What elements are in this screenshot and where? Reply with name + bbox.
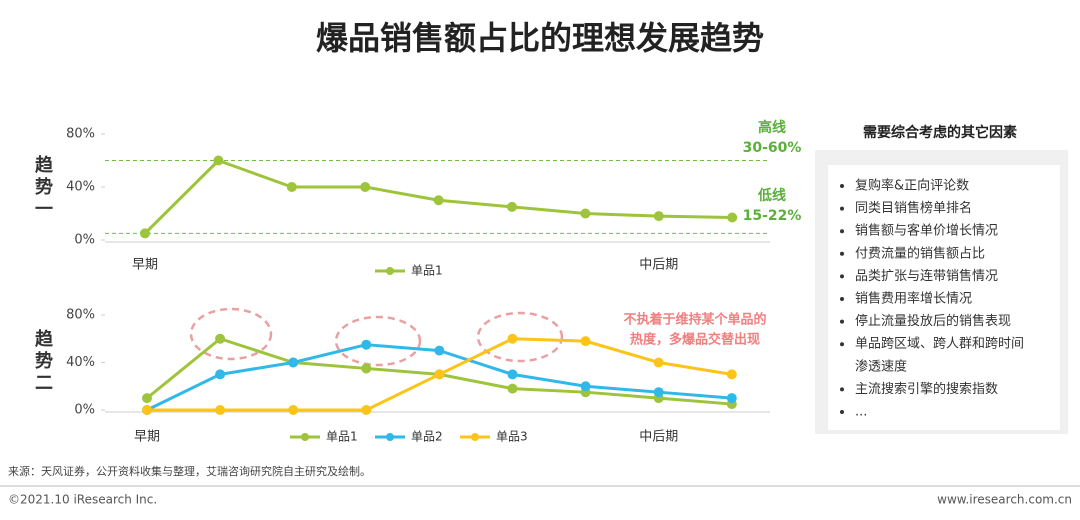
point (142, 393, 152, 404)
point (580, 336, 591, 347)
legend-label: 单品1 (411, 264, 443, 278)
bullet-dot (840, 297, 844, 301)
annotation: 热度，多爆品交替出现 (630, 332, 760, 348)
bullet-dot (840, 410, 844, 414)
point (653, 387, 664, 398)
legend-marker (386, 433, 394, 441)
point (433, 195, 444, 206)
annotation: 不执着于维持某个单品的 (623, 312, 766, 328)
legend-label: 单品2 (411, 430, 443, 444)
point (215, 405, 226, 415)
point (286, 182, 297, 192)
bullet-text: 销售额与客单价增长情况 (855, 223, 998, 239)
point (361, 363, 372, 374)
point (215, 333, 226, 344)
bullet-text: 单品跨区域、跨人群和跨时间 (855, 337, 1024, 352)
bullet-text: 品类扩张与连带销售情况 (855, 268, 998, 284)
point (213, 155, 224, 166)
point (142, 405, 152, 415)
footer-left: ©2021.10 iResearch Inc. (8, 493, 157, 507)
bullet-text: ... (855, 405, 867, 420)
y-tick-label: 80% (66, 127, 95, 142)
bullet-dot (840, 274, 844, 279)
point (580, 208, 591, 219)
bullet-dot (840, 319, 844, 324)
bullet-dot (840, 342, 844, 347)
x-tick-label: 早期 (134, 430, 160, 445)
point (140, 228, 150, 239)
x-tick-label: 中后期 (639, 258, 678, 273)
annotation: 低线 (757, 187, 786, 204)
bullet-text: 主流搜索引擎的搜索指数 (855, 381, 998, 397)
point (653, 211, 664, 222)
point (288, 405, 299, 415)
bullet-text: 同类目销售榜单排名 (855, 200, 972, 216)
point (507, 201, 517, 212)
bullet-dot (840, 251, 844, 256)
bullet-text: 付费流量的销售额占比 (855, 245, 985, 261)
bullet-text: 复购率&正向评论数 (855, 178, 969, 194)
page-title: 爆品销售额占比的理想发展趋势 (316, 19, 764, 57)
annotation: 高线 (758, 119, 786, 136)
annotation: 30-60% (743, 140, 802, 156)
y-tick-label: 40% (66, 180, 95, 195)
side-panel-inner (828, 165, 1060, 430)
x-tick-label: 早期 (132, 258, 158, 273)
point (580, 381, 591, 392)
footer-right: www.iresearch.com.cn (937, 493, 1072, 507)
point (215, 369, 226, 380)
point (507, 369, 518, 380)
y-tick-label: 40% (66, 355, 95, 370)
point (361, 339, 372, 350)
y-tick-label: 0% (74, 403, 95, 418)
point (726, 369, 737, 380)
y-tick-label: 80% (66, 308, 95, 323)
point (360, 182, 371, 192)
x-tick-label: 中后期 (639, 430, 678, 445)
legend-label: 单品3 (496, 430, 528, 444)
y-axis-label: 趋势一 (32, 154, 53, 221)
point (653, 357, 664, 368)
bullet-text: 销售费用率增长情况 (855, 291, 972, 307)
bullet-dot (840, 387, 844, 392)
highlight-ellipse (476, 311, 564, 363)
bullet-dot (840, 229, 844, 234)
point (434, 345, 445, 356)
point (726, 393, 737, 404)
y-axis-label: 趋势二 (32, 328, 53, 395)
point (361, 405, 372, 415)
legend-marker (471, 433, 479, 441)
bullet-text: 停止流量投放后的销售表现 (855, 313, 1011, 329)
bullet-dot (840, 184, 844, 188)
legend-label: 单品1 (326, 430, 358, 444)
highlight-ellipse (189, 307, 273, 361)
bullet-text: 渗透速度 (855, 358, 907, 374)
legend-marker (301, 433, 309, 441)
bullet-dot (840, 206, 844, 211)
y-tick-label: 0% (74, 233, 95, 248)
point (507, 383, 518, 394)
source: 来源：天风证券，公开资料收集与整理，艾瑞咨询研究院自主研究及绘制。 (8, 464, 371, 478)
highlight-ellipse (334, 315, 422, 367)
side-panel-title: 需要综合考虑的其它因素 (863, 124, 1017, 141)
point (727, 212, 738, 223)
legend-marker (386, 267, 394, 275)
point (507, 333, 518, 344)
annotation: 15-22% (743, 208, 802, 224)
point (288, 357, 299, 368)
point (434, 369, 445, 380)
